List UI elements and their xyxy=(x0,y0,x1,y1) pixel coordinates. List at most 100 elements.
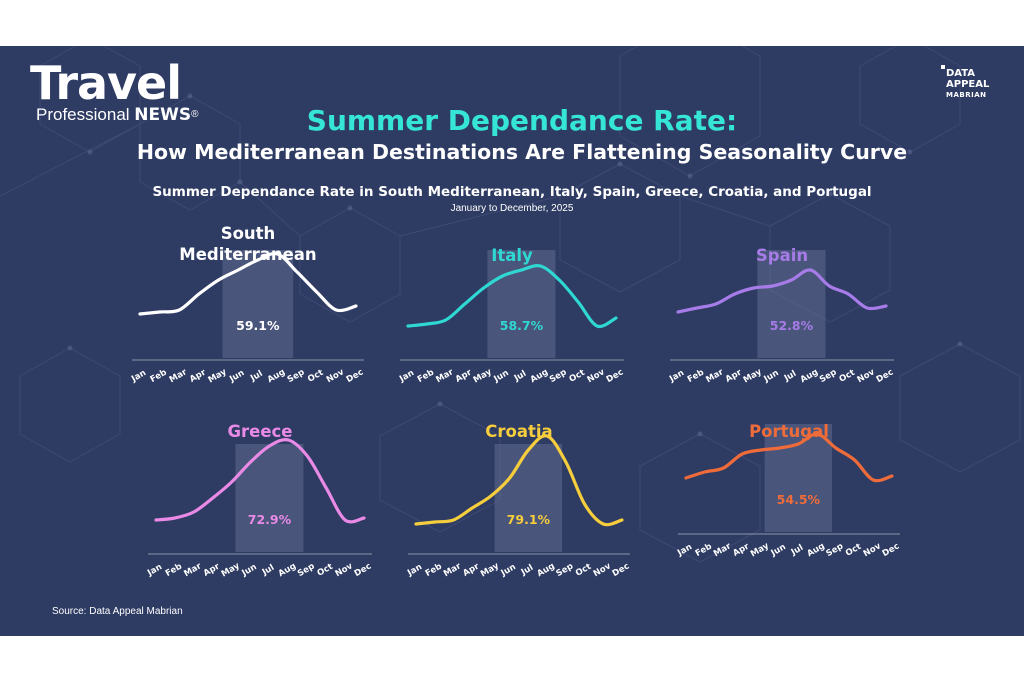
month-tick-label: May xyxy=(749,541,771,560)
chart-title-line: Greece xyxy=(227,422,292,441)
month-tick-label: Mar xyxy=(434,367,456,385)
month-tick-label: Jul xyxy=(519,563,535,578)
month-tick-label: May xyxy=(220,561,242,580)
month-tick-label: Sep xyxy=(818,367,839,385)
month-tick-label: Jun xyxy=(227,368,246,385)
month-tick-label: Dec xyxy=(611,561,631,579)
summer-band xyxy=(235,444,304,552)
logo-sub-bold: NEWS xyxy=(134,105,192,125)
month-tick-label: Jan xyxy=(667,368,686,385)
month-tick-label: Oct xyxy=(306,368,325,385)
infographic-panel: Travel Professional NEWS® DATA APPEAL MA… xyxy=(0,46,1024,636)
month-tick-label: Jul xyxy=(782,369,798,384)
month-tick-label: Dec xyxy=(353,561,373,579)
brand-mark-icon xyxy=(941,65,945,69)
chart-title-line: Croatia xyxy=(485,422,552,441)
month-tick-label: Jun xyxy=(492,368,511,385)
month-tick-label: Jan xyxy=(145,562,164,579)
travel-professional-news-logo: Travel Professional NEWS® xyxy=(30,60,199,124)
month-tick-label: Nov xyxy=(325,367,346,385)
month-tick-label: Jul xyxy=(248,369,264,384)
month-tick-label: Sep xyxy=(296,561,317,579)
brand-line-3: MABRIAN xyxy=(946,91,987,99)
month-tick-label: Feb xyxy=(416,368,436,385)
month-tick-label: Mar xyxy=(168,367,190,385)
month-tick-label: Dec xyxy=(605,367,625,385)
month-tick-label: May xyxy=(479,561,501,580)
month-tick-label: Oct xyxy=(844,542,863,559)
month-tick-label: Apr xyxy=(188,367,208,384)
logo-subline: Professional NEWS® xyxy=(36,105,199,125)
month-tick-label: Jan xyxy=(397,368,416,385)
month-tick-label: Oct xyxy=(838,368,857,385)
month-tick-label: Sep xyxy=(825,541,846,559)
month-tick-label: Feb xyxy=(149,368,169,385)
month-tick-label: Mar xyxy=(704,367,726,385)
month-tick-label: Jul xyxy=(512,369,528,384)
month-tick-label: Jun xyxy=(762,368,781,385)
month-tick-label: Sep xyxy=(555,561,576,579)
month-tick-label: Dec xyxy=(881,541,901,559)
month-tick-label: Jun xyxy=(769,542,788,559)
summer-rate-label: 72.9% xyxy=(248,512,292,527)
summer-band xyxy=(764,424,833,532)
summer-rate-label: 58.7% xyxy=(500,318,544,333)
month-tick-label: Jun xyxy=(240,562,259,579)
hexagon-background xyxy=(0,46,1021,563)
chart-title-line: Spain xyxy=(756,246,808,265)
month-tick-label: Dec xyxy=(345,367,365,385)
month-tick-label: Aug xyxy=(266,367,287,385)
series-line xyxy=(414,434,624,527)
series-line xyxy=(138,251,358,316)
summer-band xyxy=(222,250,294,358)
summer-rate-label: 79.1% xyxy=(507,512,551,527)
main-title: Summer Dependance Rate: xyxy=(306,104,738,137)
month-tick-label: Jan xyxy=(129,368,148,385)
summer-band xyxy=(494,444,563,552)
brand-line-2: APPEAL xyxy=(946,79,990,90)
chart-subtitle: Summer Dependance Rate in South Mediterr… xyxy=(152,184,872,200)
month-tick-label: Jul xyxy=(789,543,805,558)
series-line xyxy=(676,268,888,314)
chart-title-line: Italy xyxy=(491,246,533,265)
month-tick-label: Feb xyxy=(164,562,184,579)
month-tick-label: Jul xyxy=(260,563,276,578)
logo-registered: ® xyxy=(191,109,199,120)
chart-title-line: Portugal xyxy=(749,422,829,441)
month-tick-label: Mar xyxy=(182,561,204,579)
month-tick-label: Dec xyxy=(875,367,895,385)
month-tick-label: Oct xyxy=(316,562,335,579)
data-appeal-mabrian-logo: DATA APPEAL MABRIAN xyxy=(941,65,990,101)
month-tick-label: Oct xyxy=(568,368,587,385)
summer-rate-label: 54.5% xyxy=(777,492,821,507)
chart-title-line: South xyxy=(221,224,276,243)
logo-sub-regular: Professional xyxy=(36,105,130,124)
logo-word: Travel xyxy=(30,56,182,110)
summer-rate-label: 59.1% xyxy=(236,318,280,333)
month-tick-label: Jan xyxy=(675,542,694,559)
series-line xyxy=(406,264,618,329)
month-tick-label: Sep xyxy=(548,367,569,385)
series-line xyxy=(154,438,366,524)
series-line xyxy=(684,432,894,483)
date-range: January to December, 2025 xyxy=(450,203,574,214)
summer-band xyxy=(757,250,826,358)
headline: How Mediterranean Destinations Are Flatt… xyxy=(136,140,908,164)
month-tick-label: Jan xyxy=(405,562,424,579)
chart-title-line: Mediterranean xyxy=(179,245,316,264)
month-tick-label: May xyxy=(207,367,229,386)
month-tick-label: Sep xyxy=(286,367,307,385)
month-tick-label: May xyxy=(472,367,494,386)
source-note: Source: Data Appeal Mabrian xyxy=(52,606,183,617)
summer-rate-label: 52.8% xyxy=(770,318,814,333)
brand-line-1: DATA xyxy=(946,68,976,79)
month-tick-label: Oct xyxy=(574,562,593,579)
month-tick-label: Feb xyxy=(686,368,706,385)
